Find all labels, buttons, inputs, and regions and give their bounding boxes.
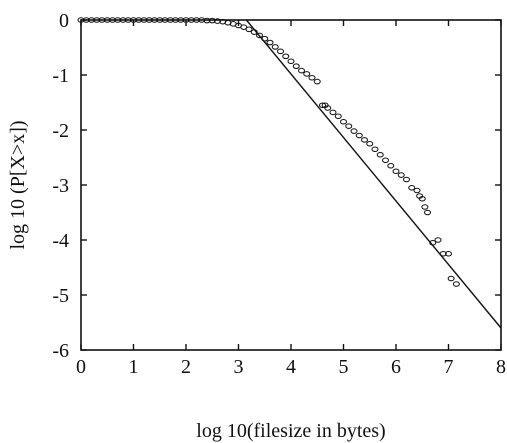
x-tick-label: 0 — [76, 356, 86, 378]
y-tick-labels: 0 -1 -2 -3 -4 -5 -6 — [52, 10, 69, 362]
data-point — [198, 17, 206, 23]
data-point — [355, 132, 363, 139]
data-point — [445, 250, 452, 257]
y-tick-label: -1 — [52, 65, 69, 87]
data-point — [119, 17, 127, 23]
x-axis-title: log 10(filesize in bytes) — [196, 420, 385, 442]
data-point — [151, 17, 158, 23]
data-point — [166, 17, 174, 23]
data-point — [98, 17, 106, 23]
data-point — [447, 275, 455, 282]
data-point — [82, 17, 90, 23]
data-point — [421, 204, 429, 210]
data-point — [124, 17, 132, 23]
data-point — [319, 102, 326, 109]
data-point — [303, 71, 311, 77]
y-axis-title: log 10 (P[X>x]) — [7, 120, 29, 249]
data-point — [298, 67, 305, 74]
data-point — [177, 17, 185, 23]
y-tick-label: -4 — [52, 230, 69, 252]
x-tick-label: 7 — [444, 356, 454, 378]
x-tick-label: 5 — [339, 356, 349, 378]
data-point — [277, 48, 284, 55]
data-point — [103, 17, 111, 23]
data-point — [434, 237, 442, 243]
series-layer — [77, 17, 502, 329]
data-point — [145, 17, 153, 23]
data-point — [114, 17, 122, 23]
data-point — [156, 17, 164, 23]
data-point — [334, 113, 342, 120]
data-point — [424, 209, 431, 216]
data-point — [193, 17, 200, 23]
data-point — [350, 128, 358, 134]
data-point — [203, 17, 211, 24]
x-tick-label: 6 — [391, 356, 401, 378]
data-point — [345, 123, 353, 129]
y-tick-label: -3 — [52, 175, 69, 197]
data-point — [313, 78, 321, 85]
plot-frame — [80, 19, 502, 351]
data-point — [135, 17, 143, 23]
data-point — [397, 172, 405, 178]
data-point — [392, 168, 400, 175]
data-point — [366, 140, 374, 147]
x-tick-label: 3 — [234, 356, 244, 378]
data-point — [214, 18, 221, 24]
x-tick-label: 2 — [181, 356, 191, 378]
x-tick-labels: 0 1 2 3 4 5 6 7 8 — [76, 356, 506, 378]
data-point — [130, 17, 137, 23]
data-point — [93, 17, 101, 23]
y-tick-label: -6 — [52, 340, 69, 362]
data-point — [413, 187, 421, 194]
data-point — [140, 17, 148, 23]
data-point — [292, 63, 300, 69]
data-point — [308, 74, 316, 81]
data-point — [324, 105, 332, 111]
data-point — [271, 44, 279, 50]
x-tick-label: 4 — [286, 356, 296, 378]
data-point — [382, 157, 389, 164]
data-point — [361, 137, 368, 143]
ticks — [80, 19, 502, 351]
data-point — [256, 32, 263, 39]
data-point — [245, 26, 253, 33]
y-tick-label: -5 — [52, 285, 69, 307]
data-point — [376, 151, 384, 158]
data-point — [371, 146, 379, 153]
data-point — [161, 17, 169, 23]
data-point — [77, 17, 85, 23]
data-point — [340, 118, 347, 125]
data-point — [452, 281, 460, 287]
fit-line — [245, 19, 502, 329]
data-point — [403, 176, 410, 183]
data-point — [172, 17, 179, 23]
data-point — [182, 17, 190, 23]
data-point — [266, 39, 274, 46]
y-tick-label: 0 — [59, 10, 69, 32]
x-tick-label: 1 — [129, 356, 139, 378]
data-point — [287, 58, 295, 65]
data-point — [208, 17, 216, 24]
data-point — [109, 17, 116, 23]
x-tick-label: 8 — [496, 356, 506, 378]
data-point — [387, 162, 395, 169]
data-point — [187, 17, 195, 23]
data-point — [408, 184, 416, 191]
data-point — [282, 53, 290, 60]
y-tick-label: -2 — [52, 120, 69, 142]
data-point — [418, 195, 426, 202]
data-point — [88, 17, 95, 23]
data-point — [329, 109, 337, 116]
